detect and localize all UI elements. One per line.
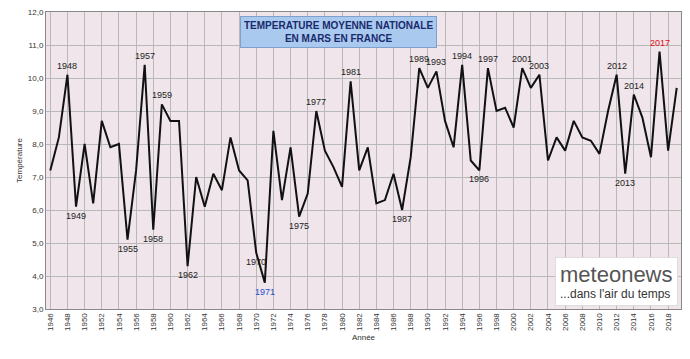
svg-text:2006: 2006 [561, 313, 570, 331]
svg-text:1948: 1948 [57, 61, 77, 71]
svg-text:Année: Année [352, 333, 376, 342]
svg-text:1950: 1950 [80, 313, 89, 331]
svg-text:1978: 1978 [320, 313, 329, 331]
svg-text:5,0: 5,0 [32, 239, 44, 248]
svg-text:2013: 2013 [615, 178, 635, 188]
svg-text:1987: 1987 [392, 214, 412, 224]
svg-text:1949: 1949 [66, 211, 86, 221]
svg-text:1957: 1957 [135, 51, 155, 61]
svg-text:1984: 1984 [372, 313, 381, 331]
svg-text:2001: 2001 [512, 54, 532, 64]
svg-text:2003: 2003 [529, 61, 549, 71]
svg-text:1989: 1989 [409, 54, 429, 64]
svg-text:1958: 1958 [143, 234, 163, 244]
svg-text:4,0: 4,0 [32, 272, 44, 281]
svg-text:1975: 1975 [289, 221, 309, 231]
svg-text:2012: 2012 [612, 313, 621, 331]
svg-text:2000: 2000 [509, 313, 518, 331]
svg-text:TEMPERATURE MOYENNE NATIONALEE: TEMPERATURE MOYENNE NATIONALEEN MARS EN … [244, 20, 433, 44]
svg-text:6,0: 6,0 [32, 206, 44, 215]
svg-text:1980: 1980 [338, 313, 347, 331]
svg-text:2016: 2016 [647, 313, 656, 331]
svg-text:1993: 1993 [426, 57, 446, 67]
svg-text:1990: 1990 [423, 313, 432, 331]
svg-text:9,0: 9,0 [32, 107, 44, 116]
svg-text:2014: 2014 [624, 81, 644, 91]
svg-text:1966: 1966 [218, 313, 227, 331]
svg-text:2002: 2002 [526, 313, 535, 331]
svg-text:Température: Température [15, 138, 24, 183]
svg-text:1960: 1960 [166, 313, 175, 331]
svg-text:2018: 2018 [664, 313, 673, 331]
svg-text:2010: 2010 [595, 313, 604, 331]
svg-text:1988: 1988 [406, 313, 415, 331]
svg-text:11,0: 11,0 [28, 41, 44, 50]
svg-text:1977: 1977 [306, 97, 326, 107]
svg-text:1994: 1994 [452, 51, 472, 61]
svg-text:2017: 2017 [650, 38, 670, 48]
svg-text:1976: 1976 [303, 313, 312, 331]
svg-text:1981: 1981 [341, 67, 361, 77]
svg-text:1997: 1997 [478, 54, 498, 64]
svg-text:2014: 2014 [629, 313, 638, 331]
svg-text:1952: 1952 [97, 313, 106, 331]
svg-text:1982: 1982 [355, 313, 364, 331]
svg-text:1974: 1974 [286, 313, 295, 331]
svg-text:1948: 1948 [63, 313, 72, 331]
svg-text:1946: 1946 [46, 313, 55, 331]
svg-text:1964: 1964 [200, 313, 209, 331]
svg-text:1994: 1994 [458, 313, 467, 331]
svg-text:2004: 2004 [544, 313, 553, 331]
svg-text:1996: 1996 [475, 313, 484, 331]
svg-text:1955: 1955 [118, 244, 138, 254]
svg-text:1996: 1996 [469, 174, 489, 184]
svg-text:2012: 2012 [607, 61, 627, 71]
svg-text:1998: 1998 [492, 313, 501, 331]
svg-text:1958: 1958 [149, 313, 158, 331]
svg-text:10,0: 10,0 [28, 74, 44, 83]
svg-text:1962: 1962 [178, 270, 198, 280]
svg-text:8,0: 8,0 [32, 140, 44, 149]
svg-text:1972: 1972 [269, 313, 278, 331]
svg-text:1968: 1968 [235, 313, 244, 331]
svg-text:3,0: 3,0 [32, 305, 44, 314]
svg-text:1986: 1986 [389, 313, 398, 331]
svg-text:7,0: 7,0 [32, 173, 44, 182]
svg-text:12,0: 12,0 [28, 8, 44, 17]
svg-text:1956: 1956 [132, 313, 141, 331]
svg-text:1954: 1954 [115, 313, 124, 331]
svg-text:1970: 1970 [252, 313, 261, 331]
svg-text:1971: 1971 [255, 287, 275, 297]
svg-text:1962: 1962 [183, 313, 192, 331]
svg-text:1970: 1970 [246, 257, 266, 267]
svg-text:2008: 2008 [578, 313, 587, 331]
svg-text:meteonews...dans l'air du temp: meteonews...dans l'air du temps [560, 262, 673, 301]
svg-text:1992: 1992 [441, 313, 450, 331]
svg-text:1959: 1959 [152, 90, 172, 100]
